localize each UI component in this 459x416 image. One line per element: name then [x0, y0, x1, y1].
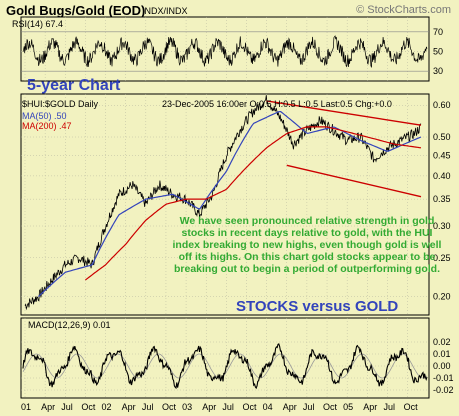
macd-y-tick: 0.01 — [433, 349, 451, 359]
macd-y-tick: -0.01 — [433, 373, 454, 383]
price-panel — [20, 93, 430, 316]
upper-channel-line — [266, 100, 422, 126]
stocks-vs-gold-label: STOCKS versus GOLD — [236, 298, 399, 315]
x-tick-label: Oct — [242, 402, 257, 412]
macd-line — [22, 343, 428, 390]
tick-layer: 01 Apr Jul Oct 02 Apr Jul Oct 03 Apr Jul Oct 04 Apr Ju… — [21, 27, 454, 412]
rsi-panel — [20, 16, 430, 82]
price-y-tick: 0.25 — [433, 253, 451, 263]
price-y-tick: 0.20 — [433, 292, 451, 302]
chart-title: Gold Bugs/Gold (EOD) — [6, 3, 146, 18]
price-y-tick: 0.30 — [433, 221, 451, 231]
macd-y-tick: 0.02 — [433, 337, 451, 347]
series-line-ma200 — [85, 126, 422, 281]
x-tick-label: Apr — [41, 402, 55, 412]
rsi-y-tick: 30 — [433, 66, 443, 76]
price-y-tick: 0.45 — [433, 150, 451, 160]
x-tick-label: Apr — [122, 402, 136, 412]
price-y-tick: 0.35 — [433, 194, 451, 204]
ma50-legend: MA(50) .50 — [22, 111, 67, 121]
annotation-text: We have seen pronounced relative strengt… — [172, 215, 442, 275]
x-tick-label: Jul — [142, 402, 154, 412]
x-tick-label: Jul — [61, 402, 73, 412]
rsi-y-tick: 50 — [433, 46, 443, 56]
x-tick-label: Oct — [81, 402, 96, 412]
five-year-label: 5-year Chart — [27, 77, 121, 94]
rsi-label: RSI(14) 67.4 — [12, 19, 64, 29]
series-line-ma50 — [37, 110, 422, 298]
lower-channel-line — [286, 164, 422, 198]
x-tick-label: Apr — [202, 402, 216, 412]
rsi-line — [22, 35, 428, 68]
rsi-layer — [22, 35, 428, 68]
x-tick-label: 04 — [263, 402, 273, 412]
x-tick-label: 02 — [102, 402, 112, 412]
quote-line: 23-Dec-2005 16:00er O:0.5 H:0.5 L:0.5 La… — [162, 99, 392, 109]
macd-label: MACD(12,26,9) 0.01 — [28, 320, 111, 330]
x-tick-label: Oct — [162, 402, 177, 412]
x-tick-label: 05 — [343, 402, 353, 412]
price-layer — [24, 95, 422, 311]
price-y-tick: 0.50 — [433, 132, 451, 142]
x-tick-label: 01 — [21, 402, 31, 412]
price-y-tick: 0.40 — [433, 171, 451, 181]
chart-subtitle: INDX/INDX — [142, 6, 188, 16]
macd-layer — [22, 343, 428, 390]
x-tick-label: Apr — [363, 402, 377, 412]
credit-label: © StockCharts.com — [356, 4, 451, 16]
x-tick-label: Jul — [303, 402, 315, 412]
ma200-legend: MA(200) .47 — [22, 121, 72, 131]
series-line-huigold — [24, 95, 422, 311]
rsi-y-tick: 70 — [433, 27, 443, 37]
price-y-tick: 0.60 — [433, 100, 451, 110]
macd-y-tick: -0.02 — [433, 385, 454, 395]
x-tick-label: Jul — [383, 402, 395, 412]
x-tick-label: Jul — [222, 402, 234, 412]
macd-panel — [20, 317, 430, 399]
x-tick-label: Apr — [283, 402, 297, 412]
macd-y-tick: 0.00 — [433, 361, 451, 371]
x-tick-label: Oct — [323, 402, 338, 412]
x-tick-label: Oct — [404, 402, 419, 412]
symbol-line: $HUI:$GOLD Daily — [22, 99, 99, 109]
x-tick-label: 03 — [182, 402, 192, 412]
